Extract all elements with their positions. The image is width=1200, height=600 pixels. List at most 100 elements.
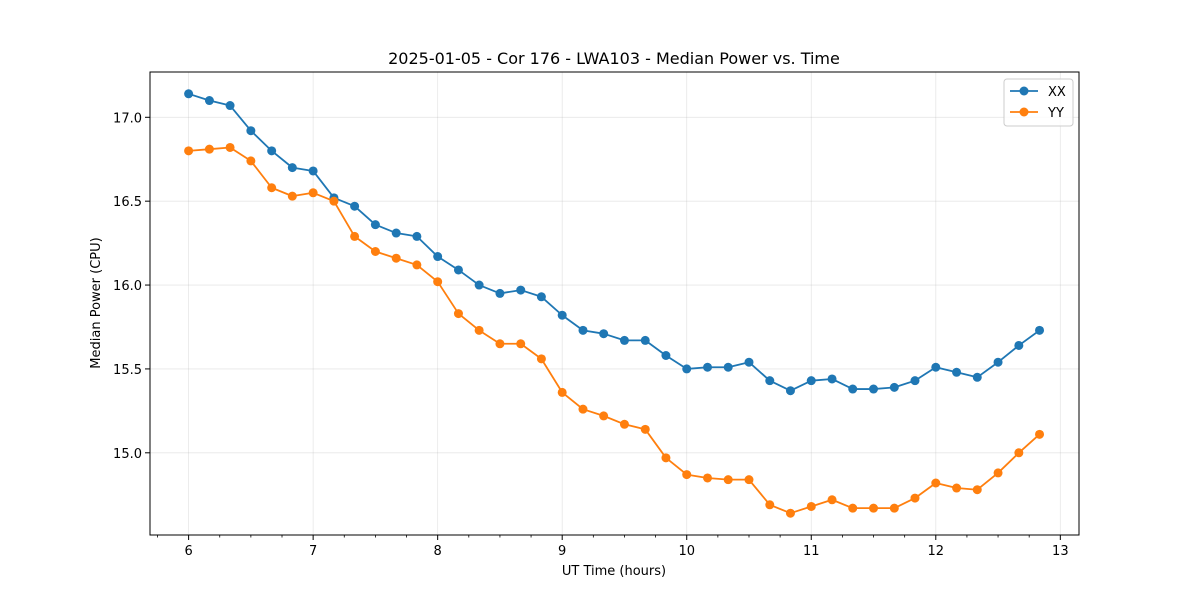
data-point-yy [910,493,920,503]
data-point-xx [640,335,650,345]
data-point-xx [1014,340,1024,350]
data-point-yy [453,309,463,319]
data-point-yy [931,478,941,488]
series-xx [184,89,1045,396]
x-axis-label: UT Time (hours) [562,564,666,579]
data-point-yy [1035,429,1045,439]
data-point-yy [889,503,899,513]
data-point-xx [744,357,754,367]
data-point-yy [184,146,194,156]
y-tick-label: 16.0 [113,279,142,294]
data-point-xx [204,96,214,106]
x-tick-label: 13 [1052,544,1069,559]
data-point-yy [827,495,837,505]
data-point-xx [536,292,546,302]
plot-frame [149,71,1080,536]
legend: XX YY [1003,78,1074,127]
x-tick-label: 6 [184,544,192,559]
data-point-yy [225,142,235,152]
data-point-yy [287,191,297,201]
chart-title: 2025-01-05 - Cor 176 - LWA103 - Median P… [388,49,840,68]
series-yy [184,142,1045,518]
grid [150,72,1079,535]
x-tick-label: 9 [558,544,566,559]
y-axis-label: Median Power (CPU) [89,237,104,368]
y-tick-label: 17.0 [113,111,142,126]
data-point-xx [723,362,733,372]
data-point-yy [474,325,484,335]
data-point-yy [495,339,505,349]
data-point-xx [370,220,380,230]
y-tick-label: 16.5 [113,195,142,210]
data-point-yy [308,188,318,198]
data-point-xx [391,228,401,238]
data-point-xx [308,166,318,176]
data-point-yy [391,253,401,263]
data-point-xx [246,126,256,136]
data-point-xx [474,280,484,290]
y-tick-label: 15.0 [113,447,142,462]
data-point-xx [453,265,463,275]
data-point-yy [350,231,360,241]
data-point-xx [433,252,443,262]
legend-label-xx: XX [1048,85,1066,100]
data-point-yy [806,501,816,511]
data-point-xx [910,376,920,386]
x-tick-label: 10 [678,544,695,559]
data-point-xx [516,285,526,295]
data-point-xx [952,367,962,377]
data-point-xx [1035,325,1045,335]
data-point-yy [433,277,443,287]
data-point-yy [536,354,546,364]
data-point-yy [765,500,775,510]
data-point-yy [952,483,962,493]
x-tick-label: 8 [434,544,442,559]
data-point-xx [785,386,795,396]
x-axis: 6 7 8 9 10 11 12 13 [157,535,1069,559]
data-point-xx [889,382,899,392]
data-point-xx [412,231,422,241]
data-point-yy [848,503,858,513]
data-point-yy [869,503,879,513]
x-tick-label: 7 [309,544,317,559]
data-point-yy [1014,448,1024,458]
data-point-xx [287,163,297,173]
data-point-yy [972,485,982,495]
data-point-xx [267,146,277,156]
data-point-yy [723,475,733,485]
data-point-xx [972,372,982,382]
data-point-yy [246,156,256,166]
data-point-yy [785,508,795,518]
data-point-xx [619,335,629,345]
data-point-xx [848,384,858,394]
data-point-xx [350,201,360,211]
data-point-yy [329,196,339,206]
y-axis: 15.0 15.5 16.0 16.5 17.0 [113,111,150,462]
data-point-yy [557,387,567,397]
x-tick-label: 11 [803,544,820,559]
data-point-yy [578,404,588,414]
data-point-yy [993,468,1003,478]
data-point-xx [993,357,1003,367]
legend-swatch-marker-xx [1019,86,1029,96]
data-point-xx [806,376,816,386]
data-point-yy [267,183,277,193]
data-point-xx [931,362,941,372]
data-point-xx [703,362,713,372]
legend-item-xx: XX [1010,85,1066,100]
data-point-yy [204,144,214,154]
data-point-xx [765,376,775,386]
data-point-xx [827,374,837,384]
data-point-xx [661,351,671,361]
data-point-xx [495,288,505,298]
data-point-yy [744,475,754,485]
data-point-xx [184,89,194,99]
data-point-yy [516,339,526,349]
y-tick-label: 15.5 [113,363,142,378]
x-tick-label: 12 [928,544,945,559]
series-layer [184,89,1045,518]
data-point-yy [412,260,422,270]
legend-swatch-marker-yy [1019,107,1029,117]
